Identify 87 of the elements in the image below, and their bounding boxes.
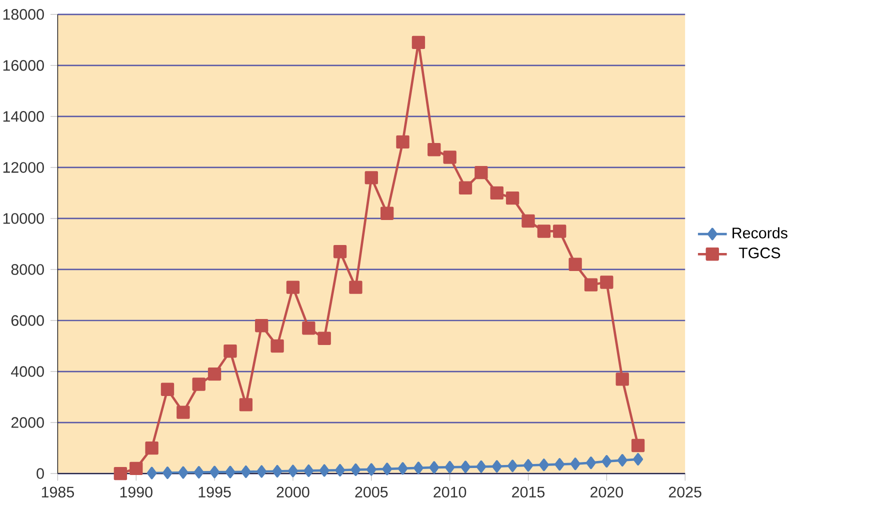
point (474, 166, 488, 180)
x-tick-label: 2020 (590, 486, 623, 498)
point (460, 460, 470, 474)
point (428, 143, 441, 156)
point (396, 136, 410, 149)
y-tick-label: 16000 (3, 60, 44, 72)
point (458, 181, 472, 195)
y-tick-label: 8000 (11, 264, 44, 276)
point (366, 463, 376, 476)
x-tick-label: 2000 (276, 486, 310, 498)
point (586, 456, 596, 470)
point (602, 455, 612, 468)
y-tick-label: 0 (36, 468, 44, 480)
point (508, 460, 518, 472)
point (476, 460, 486, 474)
point (225, 466, 236, 478)
y-tick-label: 12000 (3, 162, 44, 174)
point (176, 406, 190, 420)
point (192, 378, 206, 392)
point (208, 368, 222, 381)
point (194, 466, 204, 479)
point (162, 466, 172, 480)
y-tick-label: 10000 (3, 213, 44, 224)
point (380, 206, 394, 220)
point (522, 214, 535, 228)
point (288, 464, 298, 478)
point (302, 322, 316, 335)
point (240, 466, 251, 478)
point (224, 344, 237, 358)
point (429, 461, 440, 474)
point (239, 398, 253, 412)
point (349, 280, 362, 294)
y-tick-label: 18000 (3, 9, 44, 20)
x-tick-label: 1995 (198, 486, 231, 498)
point (631, 439, 645, 452)
point (600, 276, 614, 290)
point (270, 340, 284, 353)
point (255, 319, 268, 332)
point (398, 462, 408, 475)
point (335, 464, 346, 477)
point (617, 454, 628, 467)
point (444, 461, 455, 474)
point (304, 464, 314, 478)
y-tick-label: 14000 (3, 111, 44, 122)
x-tick-label: 1985 (42, 486, 74, 498)
point (616, 372, 629, 386)
x-tick-label: 2010 (434, 486, 466, 498)
y-tick-label: 4000 (11, 366, 44, 378)
point (412, 36, 426, 50)
legend-label: TGCS (738, 248, 780, 259)
point (145, 442, 158, 455)
point (492, 460, 502, 473)
point (114, 467, 128, 480)
point (538, 458, 549, 472)
point (272, 465, 282, 478)
point (537, 224, 551, 238)
point (256, 465, 267, 478)
y-tick-label: 6000 (11, 315, 44, 326)
point (364, 171, 378, 184)
legend-label: Records (732, 227, 788, 239)
point (413, 462, 424, 474)
point (584, 278, 598, 292)
point (506, 192, 520, 205)
point (523, 459, 534, 472)
x-tick-label: 2025 (668, 486, 702, 498)
point (333, 245, 347, 258)
x-tick-label: 2005 (355, 486, 388, 498)
point (318, 332, 331, 346)
point (319, 464, 330, 477)
point (210, 466, 220, 478)
point (178, 466, 188, 479)
point (568, 258, 582, 272)
point (146, 466, 157, 480)
point (554, 458, 565, 471)
point (350, 464, 361, 476)
point (443, 150, 456, 164)
point (382, 462, 392, 476)
point (633, 453, 644, 466)
point (490, 186, 504, 200)
point (160, 382, 174, 396)
y-tick-label: 2000 (11, 417, 44, 428)
x-tick-label: 2015 (512, 486, 545, 498)
point (286, 280, 300, 294)
point (570, 458, 580, 470)
point (130, 462, 143, 476)
x-tick-label: 1990 (120, 486, 152, 498)
point (553, 224, 566, 238)
